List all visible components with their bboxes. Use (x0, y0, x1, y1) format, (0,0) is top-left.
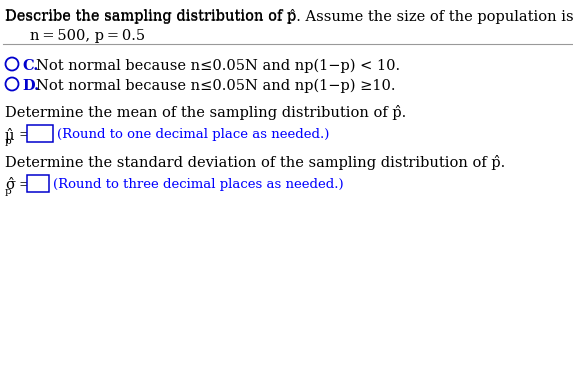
Text: p: p (5, 137, 12, 146)
Text: D.: D. (22, 79, 39, 93)
Text: (Round to one decimal place as needed.): (Round to one decimal place as needed.) (57, 128, 329, 141)
FancyBboxPatch shape (27, 125, 53, 142)
Text: Not normal because n≤0.05N and np(1−p) < 10.: Not normal because n≤0.05N and np(1−p) <… (36, 59, 400, 73)
Text: σ̂: σ̂ (5, 178, 15, 192)
Text: Describe the sampling distribution of p: Describe the sampling distribution of p (5, 9, 296, 23)
Text: p: p (5, 187, 12, 196)
Text: μ̂: μ̂ (5, 128, 14, 143)
Text: 25: 25 (31, 127, 49, 141)
Text: Not normal because n≤0.05N and np(1−p) ≥10.: Not normal because n≤0.05N and np(1−p) ≥… (36, 79, 395, 93)
Text: Determine the mean of the sampling distribution of p̂.: Determine the mean of the sampling distr… (5, 105, 406, 120)
Text: C.: C. (22, 59, 38, 73)
Text: n = 500, p = 0.5: n = 500, p = 0.5 (30, 29, 145, 43)
Text: (Round to three decimal places as needed.): (Round to three decimal places as needed… (53, 178, 344, 191)
Text: =: = (18, 128, 30, 142)
FancyBboxPatch shape (27, 175, 49, 192)
Text: =: = (18, 178, 30, 192)
Text: Determine the standard deviation of the sampling distribution of p̂.: Determine the standard deviation of the … (5, 155, 505, 170)
Text: Describe the sampling distribution of p̂. Assume the size of the population is 1: Describe the sampling distribution of p̂… (5, 9, 573, 24)
